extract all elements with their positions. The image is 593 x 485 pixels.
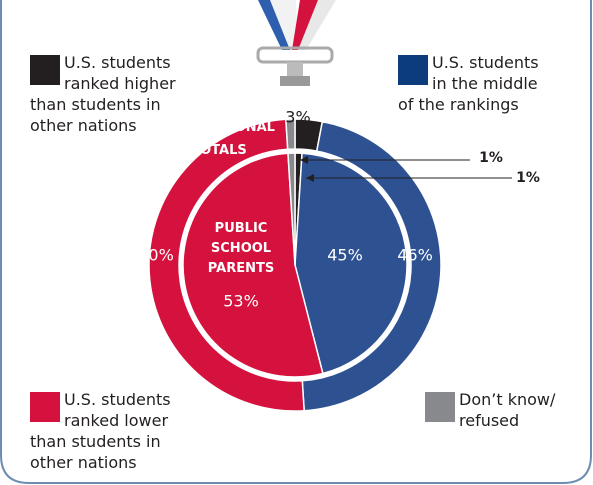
legend-item: U.S. students in the middle of the ranki… [398,52,543,115]
value-label: 3% [285,108,310,127]
value-label: 1% [516,170,540,186]
legend-item: U.S. students ranked higher than student… [30,52,180,136]
legend-label: U.S. students ranked higher than student… [30,53,176,135]
legend-label: U.S. students in the middle of the ranki… [398,53,539,114]
callout-arrow [300,156,308,164]
ring-name: NATIONAL TOTALS [191,120,275,158]
value-label: 1% [479,150,503,166]
callout-arrow [306,174,314,182]
value-label: 53% [223,292,259,311]
medal-ribbon [256,0,336,86]
value-label: 46% [397,246,433,265]
slice [148,118,305,412]
value-label: 45% [327,246,363,265]
legend-swatch [398,55,428,85]
slice [294,152,408,375]
legend-swatch [425,392,455,422]
legend-item: Don’t know/ refused [425,389,565,431]
legend-swatch [30,55,60,85]
legend-item: U.S. students ranked lower than students… [30,389,180,473]
value-label: 50% [138,246,174,265]
slice [287,152,296,266]
ring-name: PUBLIC SCHOOL PARENTS [208,221,274,276]
slice [285,118,296,151]
legend-label: Don’t know/ refused [459,390,556,430]
slice [182,152,324,378]
legend-swatch [30,392,60,422]
legend-label: U.S. students ranked lower than students… [30,390,171,472]
